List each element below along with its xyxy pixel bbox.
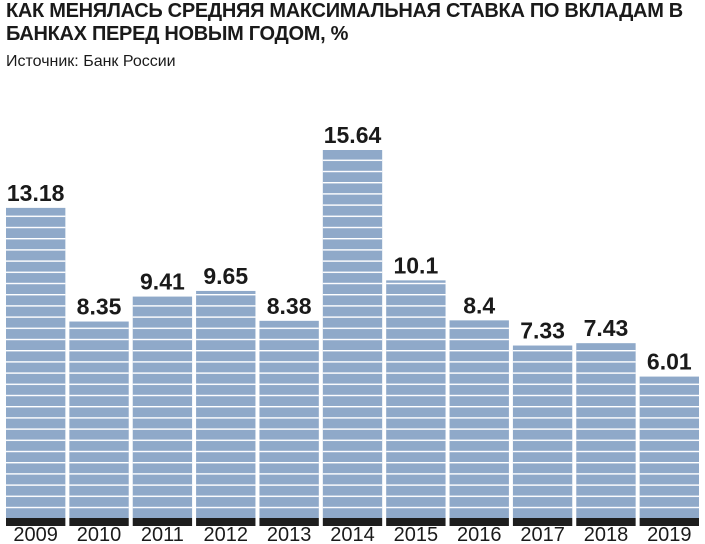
- bar-base-2009: [6, 518, 66, 526]
- x-tick-2009: 2009: [13, 524, 58, 544]
- bar-stripes-2012: [196, 290, 256, 518]
- data-label-2011: 9.41: [140, 269, 185, 295]
- bar-stripes-2011: [132, 296, 193, 518]
- bar-stripes-2018: [576, 343, 636, 518]
- data-label-2013: 8.38: [267, 293, 312, 319]
- bar-base-2016: [449, 518, 509, 526]
- data-label-2012: 9.65: [203, 263, 248, 289]
- data-label-2019: 6.01: [647, 349, 692, 375]
- chart-title: КАК МЕНЯЛАСЬ СРЕДНЯЯ МАКСИМАЛЬНАЯ СТАВКА…: [6, 0, 683, 45]
- x-tick-2019: 2019: [647, 524, 692, 544]
- bar-base-2018: [576, 518, 636, 526]
- x-tick-2010: 2010: [77, 524, 122, 544]
- x-tick-2015: 2015: [394, 524, 439, 544]
- bar-stripes-2016: [449, 320, 509, 518]
- bar-base-2011: [132, 518, 193, 526]
- bar-stripes-2017: [512, 345, 573, 518]
- bar-stripes-2013: [259, 320, 319, 518]
- x-tick-2018: 2018: [584, 524, 629, 544]
- x-tick-2016: 2016: [457, 524, 502, 544]
- bar-stripes-2009: [6, 207, 66, 518]
- data-label-2014: 15.64: [324, 122, 382, 148]
- bar-base-2017: [512, 518, 573, 526]
- bar-stripes-2014: [322, 150, 383, 518]
- bar-base-2012: [196, 518, 256, 526]
- data-label-2009: 13.18: [7, 180, 65, 206]
- x-tick-2012: 2012: [204, 524, 249, 544]
- data-label-2015: 10.1: [393, 252, 438, 278]
- x-tick-2017: 2017: [520, 524, 565, 544]
- bar-stripes-2019: [639, 376, 699, 518]
- data-label-2017: 7.33: [520, 318, 565, 344]
- bar-base-2013: [259, 518, 319, 526]
- x-tick-2013: 2013: [267, 524, 312, 544]
- data-label-2010: 8.35: [77, 294, 122, 320]
- bar-stripes-2010: [69, 321, 129, 518]
- source-note: Источник: Банк России: [6, 53, 176, 70]
- x-tick-2014: 2014: [330, 524, 375, 544]
- bar-base-2010: [69, 518, 129, 526]
- data-label-2016: 8.4: [463, 292, 495, 318]
- bar-stripes-2015: [386, 280, 446, 518]
- data-label-2018: 7.43: [584, 315, 629, 341]
- bar-base-2015: [386, 518, 446, 526]
- x-tick-2011: 2011: [141, 524, 184, 544]
- bar-base-2014: [322, 518, 383, 526]
- bars-layer: 13.18 2009 8.35 2010 9.41 2011 9.65 2012 8.38 201…: [6, 122, 699, 544]
- bar-base-2019: [639, 518, 699, 526]
